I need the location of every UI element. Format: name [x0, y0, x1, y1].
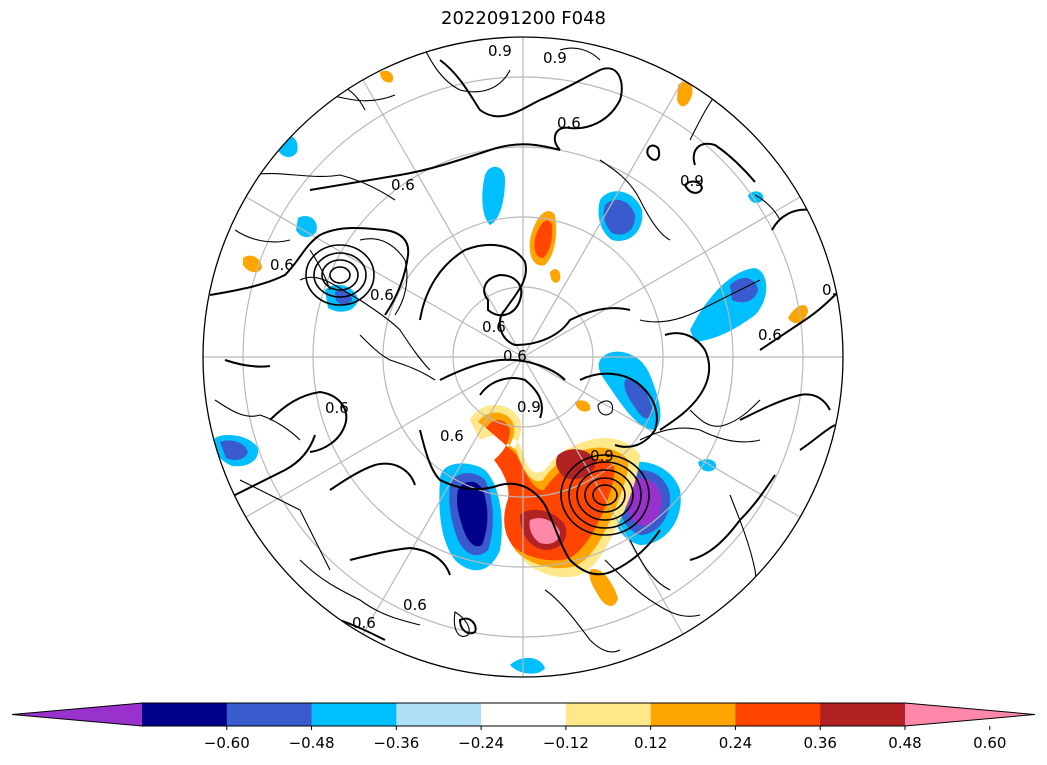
colorbar-tick-label: −0.48 [289, 734, 335, 752]
map-boundary [202, 36, 844, 678]
cyclone-contours [305, 244, 650, 536]
negative-anomaly [220, 440, 248, 460]
positive-anomaly [677, 81, 693, 107]
contour-label: 0.6 [758, 326, 782, 344]
colorbar-swatch [142, 703, 228, 726]
negative-anomaly [482, 166, 505, 225]
contour-label: 0.9 [488, 42, 512, 60]
negative-anomaly [748, 191, 764, 203]
negative-anomaly [296, 215, 317, 238]
colorbar: −0.60 −0.48 −0.36 −0.24 −0.12 0.12 0.24 0.36 0.4… [11, 702, 1036, 752]
colorbar-tick-label: −0.60 [204, 734, 250, 752]
colorbar-tick-label: −0.36 [373, 734, 419, 752]
colorbar-swatch [820, 703, 906, 726]
contour-label: 0.6 [503, 347, 527, 365]
positive-anomaly [550, 269, 561, 283]
contour-label: 0.6 [325, 399, 349, 417]
contour-label: 0.6 [270, 256, 294, 274]
negative-anomaly [510, 657, 545, 674]
colorbar-swatch [226, 703, 313, 726]
contour-label: 0.9 [517, 398, 541, 416]
positive-anomaly [788, 305, 808, 324]
contour-label: 0.6 [370, 286, 394, 304]
negative-anomaly [624, 379, 653, 419]
colorbar-swatch [481, 703, 567, 726]
positive-anomaly [486, 419, 615, 561]
contour-label: 0.6 [557, 114, 581, 132]
contour-labels: 0.9 0.9 0.6 0.6 0.9 0.6 0.6 0.6 0.6 0.9 … [270, 42, 843, 632]
positive-anomaly [529, 518, 560, 544]
contour-label: 0.9 [543, 49, 567, 67]
anomaly-shading [214, 70, 808, 674]
contour-label: 0.9 [680, 172, 704, 190]
colorbar-tick-label: 0.24 [719, 734, 752, 752]
map-area: 0.9 0.9 0.6 0.6 0.9 0.6 0.6 0.6 0.6 0.9 … [203, 37, 843, 677]
positive-anomaly [380, 70, 394, 83]
coastlines [214, 39, 781, 653]
colorbar-tick-label: −0.12 [543, 734, 589, 752]
colorbar-swatch [396, 703, 482, 726]
colorbar-swatch [565, 703, 652, 726]
contour-lines [209, 59, 841, 641]
colorbar-tick-label: 0.48 [888, 734, 921, 752]
colorbar-extend-low [12, 703, 142, 726]
colorbar-swatch [650, 703, 736, 726]
negative-anomaly [603, 199, 636, 235]
positive-anomaly [589, 569, 618, 606]
colorbar-tick-label: 0.36 [804, 734, 837, 752]
positive-anomaly [575, 400, 591, 412]
contour-label: 0.6 [482, 318, 506, 336]
map-title: 2022091200 F048 [441, 8, 606, 29]
contour-label: 0.6 [403, 596, 427, 614]
contour-label: 0.9 [590, 447, 614, 465]
negative-anomaly [698, 459, 717, 472]
negative-anomaly [278, 135, 298, 158]
contour-label: 0.6 [352, 614, 376, 632]
colorbar-swatch [311, 703, 397, 726]
colorbar-tick-label: −0.24 [458, 734, 504, 752]
negative-anomaly [457, 481, 488, 547]
colorbar-tick-label: 0.60 [973, 734, 1006, 752]
colorbar-swatch [735, 703, 821, 726]
colorbar-outline [11, 702, 1036, 727]
colorbar-tick-label: 0.12 [634, 734, 667, 752]
positive-anomaly [534, 220, 553, 258]
negative-anomaly [690, 268, 767, 342]
contour-label: 0.6 [440, 427, 464, 445]
colorbar-extend-high [905, 703, 1035, 726]
contour-label: 0.6 [391, 176, 415, 194]
